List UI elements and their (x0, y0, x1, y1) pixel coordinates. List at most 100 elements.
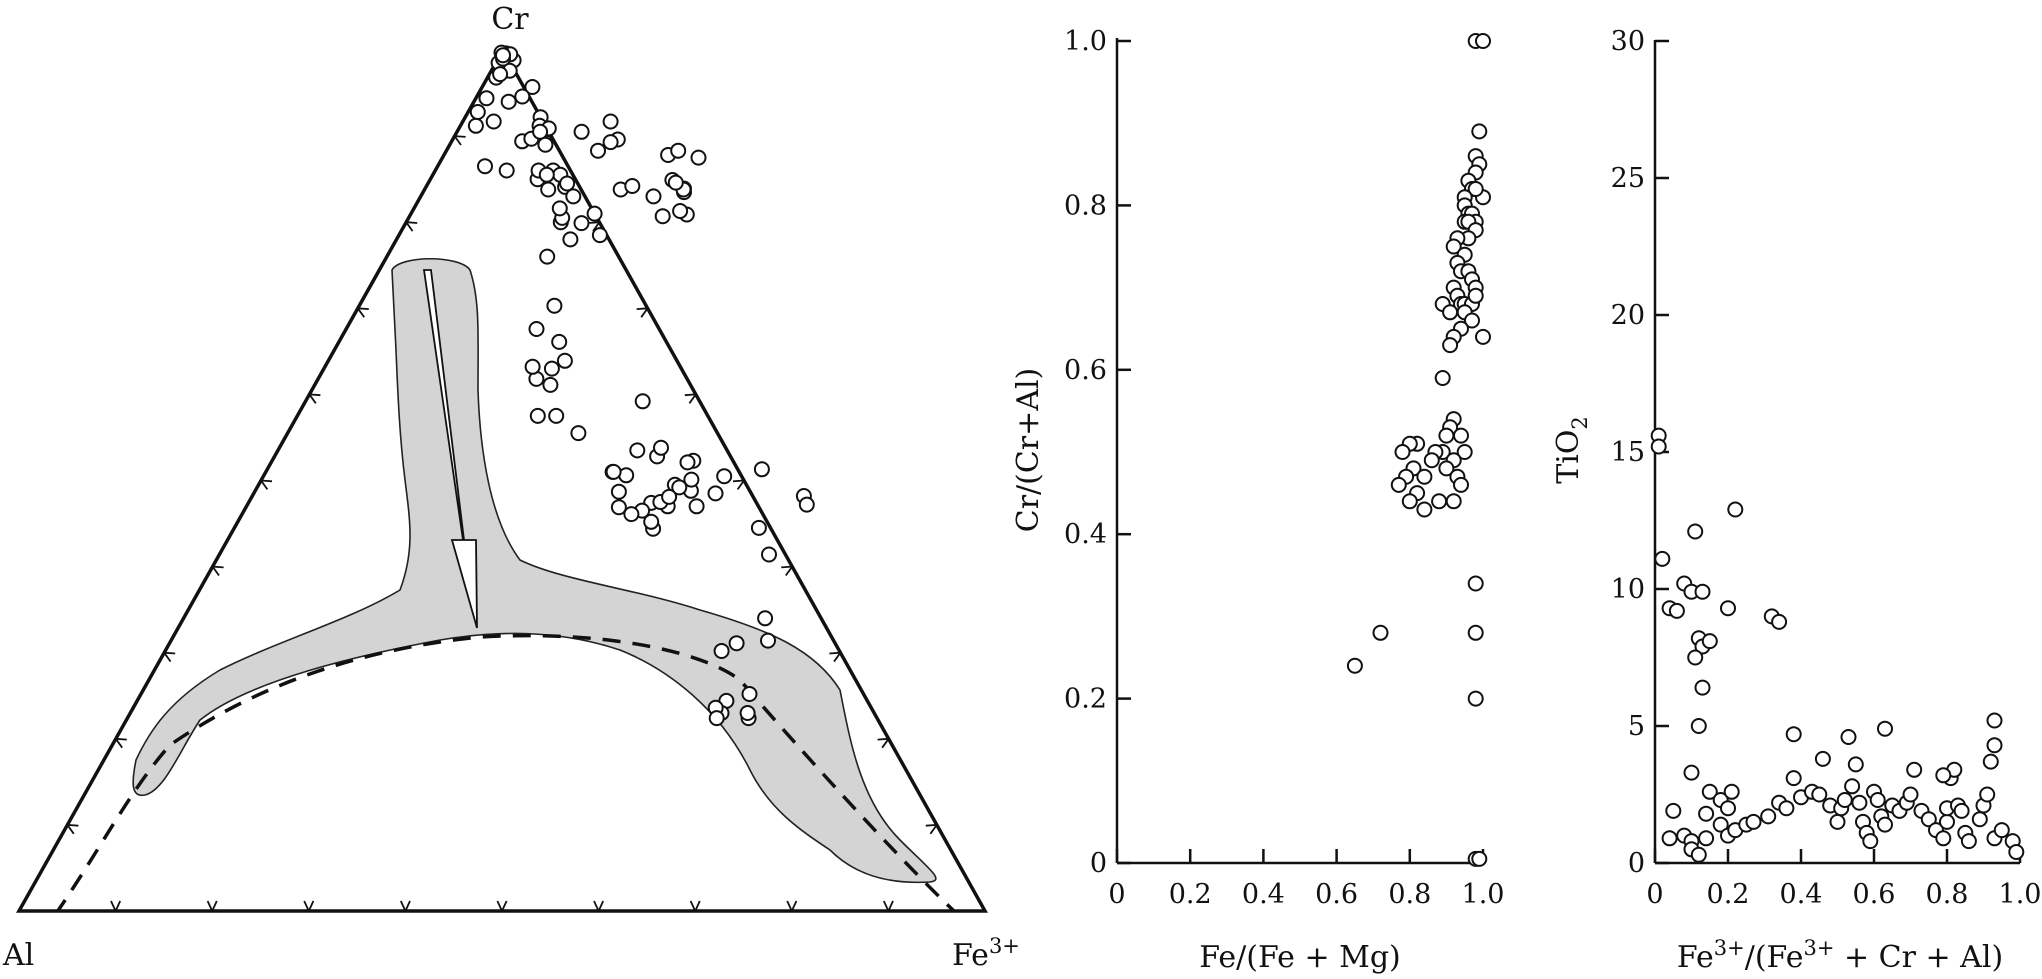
scatter-point (1869, 792, 1886, 808)
ternary-tick (786, 900, 793, 912)
ternary-point (757, 610, 774, 627)
ternary-tick (67, 824, 79, 827)
ternary-tick (404, 900, 411, 912)
ternary-ticks (66, 135, 938, 912)
ternary-point (538, 166, 555, 183)
scatter-point (1650, 438, 1667, 455)
scatter-point (1442, 304, 1459, 321)
scatter-points (1650, 427, 2025, 863)
ternary-point (542, 376, 559, 393)
ternary-tick (309, 393, 321, 397)
y-tick-label: 20 (1611, 300, 1645, 331)
scatter-point (2008, 844, 2025, 860)
y-tick-label: 0.2 (1064, 684, 1107, 715)
scatter-point (1877, 816, 1893, 833)
ternary-tick (399, 900, 407, 912)
y-axis-title-sub: 2 (1568, 416, 1592, 429)
ternary-point (543, 360, 560, 377)
y-tick-label: 25 (1611, 163, 1645, 194)
scatter-point (1464, 312, 1480, 329)
scatter-point (1745, 813, 1762, 830)
ternary-point (671, 479, 688, 496)
scatter-point (1727, 501, 1744, 518)
y-tick-label: 0 (1628, 848, 1645, 879)
x-tick-label: 0.6 (1853, 879, 1896, 910)
ternary-tick (163, 652, 172, 663)
ternary-point (667, 174, 684, 191)
ternary-point (716, 468, 733, 485)
scatter-point (1939, 813, 1955, 830)
ternary-diagram: Cr Al Fe3+ (2, 2, 1020, 973)
ternary-point (672, 203, 689, 219)
ternary-point (707, 485, 724, 502)
ternary-point (653, 439, 669, 456)
ternary-tick (781, 565, 793, 569)
ternary-tick (308, 393, 317, 404)
ternary-tick (597, 900, 605, 912)
ternary-point (761, 546, 777, 563)
compositional-field (132, 257, 937, 884)
x-title-part2: /(Fe (1745, 940, 1804, 975)
ternary-point (559, 175, 576, 192)
x-tick-label: 0 (1108, 879, 1125, 910)
ternary-tick (877, 737, 889, 741)
x-tick-label: 0.4 (1242, 879, 1285, 910)
scatter-point (1453, 476, 1469, 493)
ternary-point (645, 188, 662, 205)
ternary-point (590, 142, 606, 159)
ternary-tick (212, 565, 224, 569)
y-tick-label: 0.4 (1064, 519, 1107, 550)
ternary-tick (925, 824, 937, 827)
scatter-point (1438, 427, 1455, 444)
scatter-point (1701, 633, 1718, 650)
scatter-point (1906, 761, 1923, 778)
y-tick-label: 1.0 (1064, 26, 1107, 57)
ternary-point (591, 227, 608, 244)
scatter-point (1661, 830, 1678, 847)
scatter-point (1771, 613, 1788, 630)
scatter-point (1935, 830, 1952, 847)
scatter-point (1971, 811, 1988, 828)
ternary-point (573, 215, 590, 232)
scatter-point (1935, 767, 1952, 784)
x-tick-label: 0.4 (1780, 879, 1823, 910)
ternary-tick (115, 737, 127, 741)
scatter-point (1467, 181, 1484, 197)
y-tick-label: 5 (1628, 711, 1645, 742)
ternary-points (467, 44, 815, 727)
ternary-point (524, 358, 541, 375)
scatter-point (1471, 123, 1488, 140)
ternary-tick (636, 307, 648, 310)
scatter-point (1445, 493, 1462, 510)
scatter-point (1920, 811, 1937, 828)
ternary-tick (929, 824, 938, 835)
ternary-tick (887, 900, 894, 912)
ternary-point (750, 519, 767, 536)
scatter-point (1836, 792, 1853, 808)
ternary-tick (211, 566, 220, 577)
x-axis-title: Fe3+/(Fe3+ + Cr + Al) (1677, 936, 2003, 975)
x-ticks: 0 0.2 0.4 0.6 0.8 1.0 (1646, 849, 2041, 910)
scatter-point (1690, 846, 1707, 863)
ternary-tick (211, 900, 218, 912)
ternary-tick (833, 652, 842, 663)
scatter-point (1442, 337, 1459, 354)
ternary-tick (206, 900, 214, 912)
ternary-tick (406, 221, 418, 224)
ternary-point (573, 123, 590, 140)
scatter-point (1840, 729, 1857, 745)
scatter-point (1453, 427, 1469, 444)
ternary-tick (114, 900, 122, 912)
ternary-tick (454, 135, 466, 138)
scatter-point (1712, 816, 1729, 833)
x-tick-label: 0.6 (1315, 879, 1358, 910)
scatter-point (1979, 786, 1996, 803)
scatter-point (1814, 750, 1831, 767)
ternary-point (629, 442, 646, 459)
ternary-point (551, 200, 568, 217)
y-tick-label: 10 (1611, 574, 1645, 605)
ternary-tick (303, 900, 310, 912)
x-tick-label: 1.0 (1999, 879, 2042, 910)
